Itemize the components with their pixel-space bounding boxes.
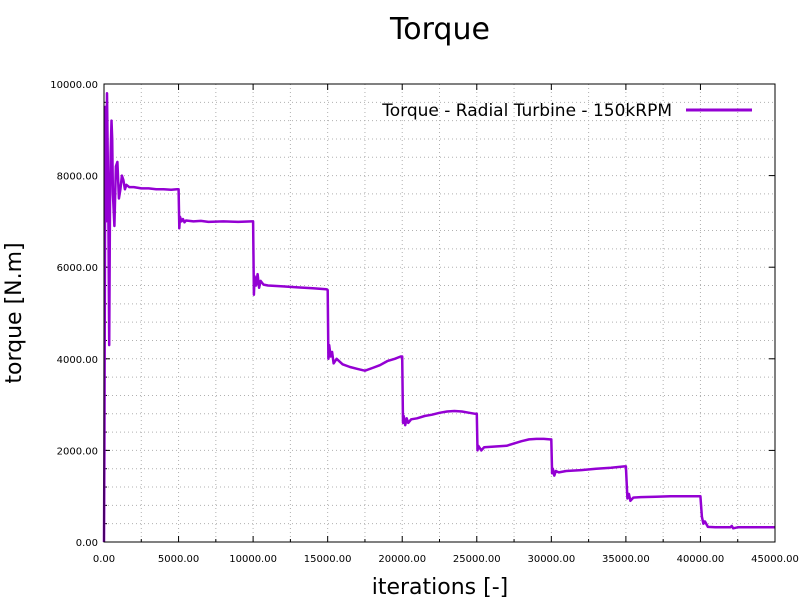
x-axis-label: iterations [-] xyxy=(372,575,509,600)
y-tick-label: 0.00 xyxy=(76,538,98,549)
y-tick-label: 10000.00 xyxy=(50,80,98,91)
legend: Torque - Radial Turbine - 150kRPM xyxy=(381,101,752,121)
series-layer xyxy=(102,91,775,543)
x-tick-label: 15000.00 xyxy=(304,554,352,565)
y-tick-label: 2000.00 xyxy=(57,446,98,457)
grid xyxy=(104,84,775,542)
x-tick-label: 45000.00 xyxy=(751,554,799,565)
plot-border xyxy=(103,83,776,543)
x-tick-label: 25000.00 xyxy=(453,554,501,565)
axis-ticks: 0.00 5000.00 10000.00 15000.00 20000.00 25000… xyxy=(50,80,799,565)
chart-title: Torque xyxy=(389,12,490,47)
y-tick-label: 6000.00 xyxy=(57,263,98,274)
y-axis-label: torque [N.m] xyxy=(2,242,27,383)
x-tick-label: 20000.00 xyxy=(378,554,426,565)
x-tick-label: 0.00 xyxy=(93,554,115,565)
y-tick-label: 4000.00 xyxy=(57,355,98,366)
x-tick-label: 10000.00 xyxy=(229,554,277,565)
series-line-0 xyxy=(102,91,775,543)
y-tick-label: 8000.00 xyxy=(57,172,98,183)
x-tick-label: 30000.00 xyxy=(527,554,575,565)
legend-label: Torque - Radial Turbine - 150kRPM xyxy=(381,101,672,121)
x-tick-label: 40000.00 xyxy=(677,554,725,565)
x-tick-label: 5000.00 xyxy=(158,554,199,565)
x-tick-label: 35000.00 xyxy=(602,554,650,565)
